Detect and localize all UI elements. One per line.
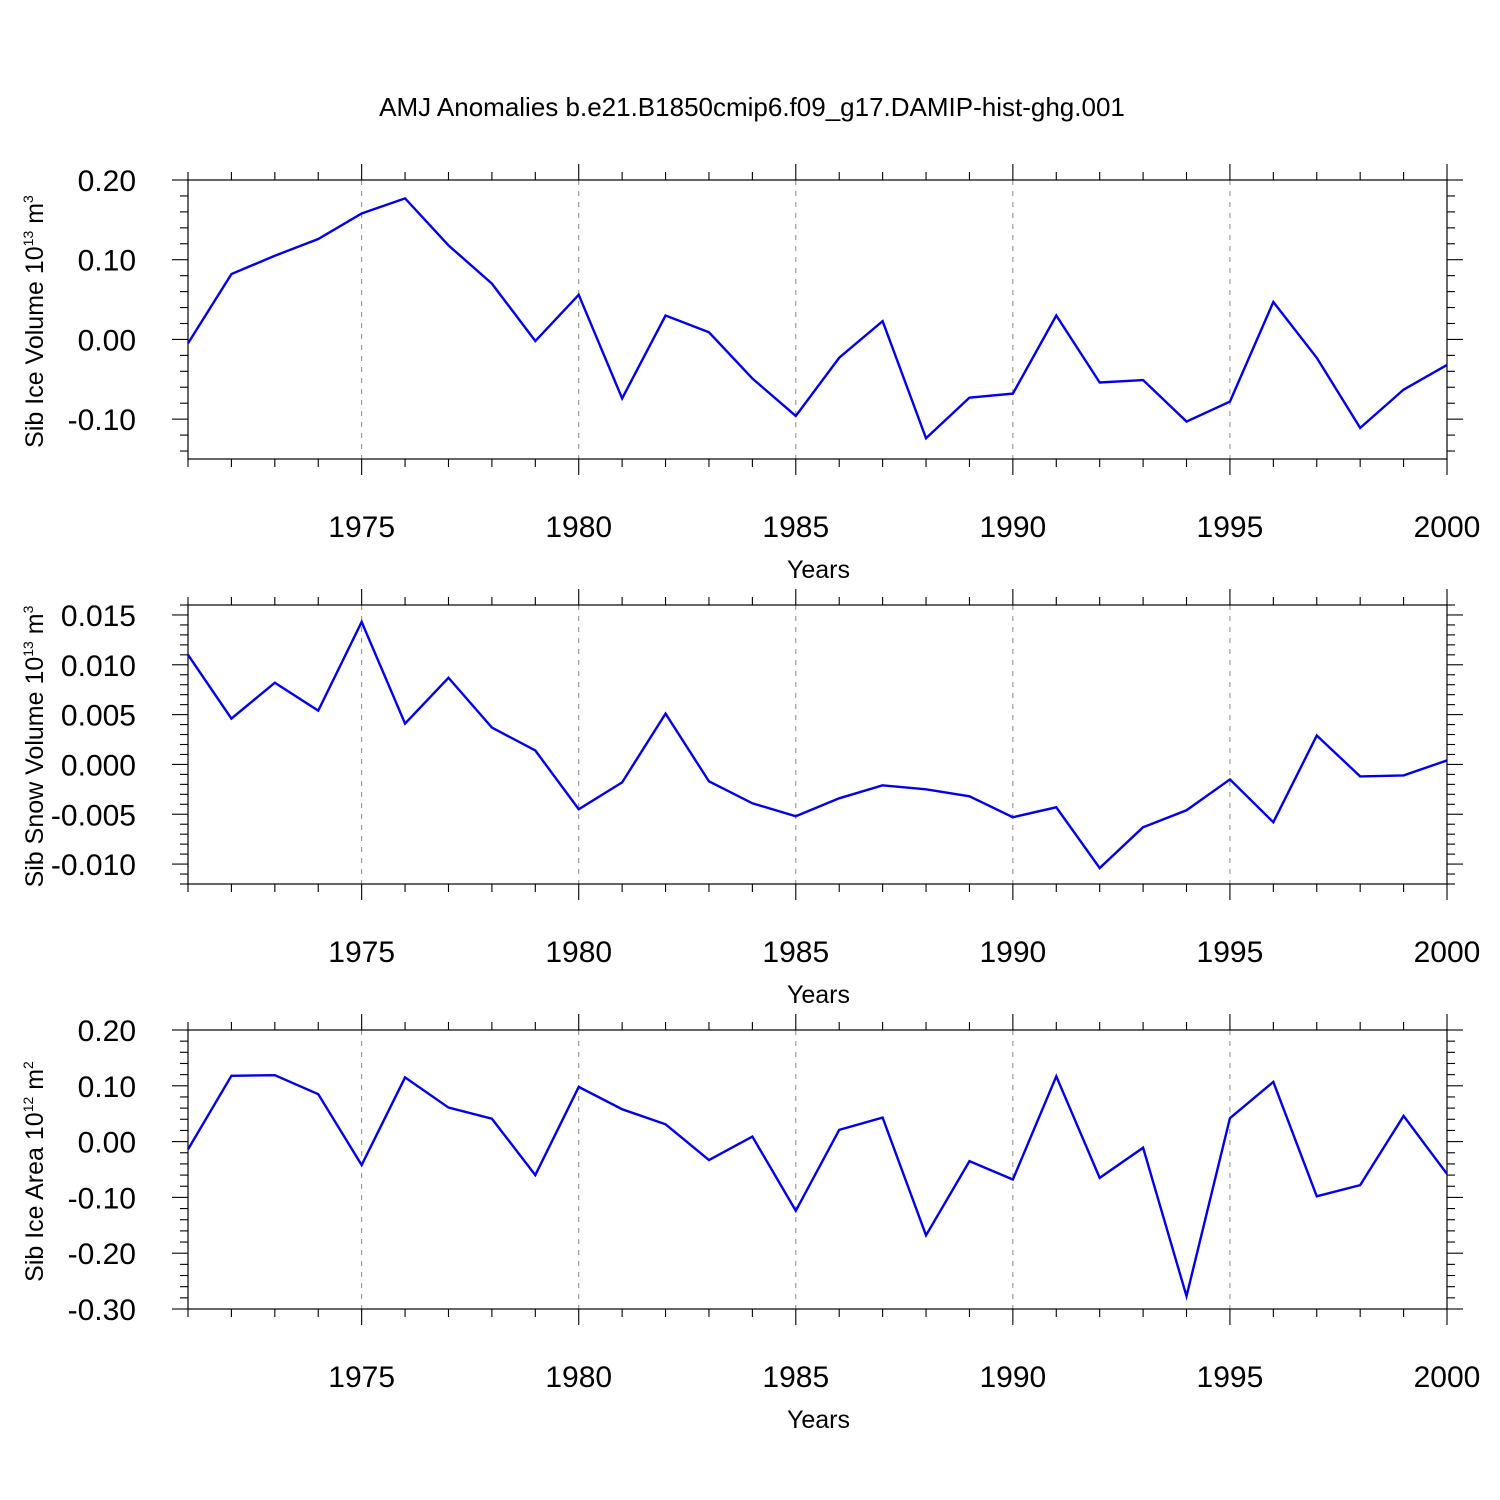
x-tick-label: 1985: [762, 511, 829, 544]
y-axis-label-unit-exponent: 3: [20, 195, 36, 203]
y-axis-label-main: Sib Ice Volume 10: [21, 246, 49, 448]
y-tick-label: 0.000: [61, 749, 136, 782]
x-tick-label: 1975: [328, 511, 395, 544]
y-axis-label-unit: m: [21, 203, 49, 231]
y-tick-label: 0.10: [78, 1071, 136, 1104]
x-tick-label: 1980: [545, 936, 612, 969]
y-tick-label: 0.005: [61, 700, 136, 733]
x-axis-label: Years: [787, 1406, 850, 1434]
y-tick-label: 0.20: [78, 1015, 136, 1048]
y-tick-label: -0.20: [68, 1238, 136, 1271]
y-tick-label: 0.00: [78, 1127, 136, 1160]
y-axis-label-unit: m: [21, 613, 49, 641]
plot-frame: [187, 1029, 1448, 1310]
panel-ice-volume: 1975 1980 1985 1990 1995 2000 Years -0.10 0.00 0.…: [20, 164, 1480, 584]
x-tick-label: 2000: [1414, 1361, 1481, 1394]
x-tick-label: 1980: [545, 1361, 612, 1394]
x-tick-label: 1990: [979, 511, 1046, 544]
x-tick-label: 1985: [762, 1361, 829, 1394]
y-axis-label: Sib Ice Volume 1013 m3: [20, 195, 49, 448]
chart-title: AMJ Anomalies b.e21.B1850cmip6.f09_g17.D…: [379, 92, 1125, 122]
y-axis-label-exponent: 12: [20, 1097, 36, 1113]
x-tick-label: 1975: [328, 1361, 395, 1394]
x-axis-label: Years: [787, 556, 850, 584]
series-line-ice-volume: [186, 196, 1448, 441]
x-tick-label: 2000: [1414, 511, 1481, 544]
series-line-snow-volume: [187, 619, 1448, 870]
panels-group: 1975 1980 1985 1990 1995 2000 Years -0.10 0.00 0.…: [20, 164, 1480, 1434]
y-tick-label: -0.10: [68, 1182, 136, 1215]
x-tick-label: 1995: [1197, 511, 1264, 544]
y-axis-label-unit: m: [21, 1069, 49, 1097]
plot-frame: [187, 179, 1448, 460]
plot-frame: [187, 604, 1448, 885]
y-tick-label: -0.30: [68, 1294, 136, 1327]
y-tick-label: -0.10: [68, 404, 136, 437]
x-axis-label: Years: [787, 981, 850, 1009]
series-line-ice-area: [186, 1073, 1448, 1301]
y-axis-label: Sib Snow Volume 1013 m3: [20, 605, 49, 887]
y-axis-label-exponent: 13: [20, 231, 36, 247]
y-tick-label: 0.10: [78, 245, 136, 278]
y-axis-label-exponent: 13: [20, 641, 36, 657]
y-axis-label-main: Sib Snow Volume 10: [21, 657, 49, 888]
panel-ice-area: 1975 1980 1985 1990 1995 2000 Years -0.30 -0.20 -…: [20, 1014, 1480, 1434]
x-tick-label: 1995: [1197, 936, 1264, 969]
panel-snow-volume: 1975 1980 1985 1990 1995 2000 Years -0.010 -0.00…: [20, 589, 1480, 1009]
y-axis-label: Sib Ice Area 1012 m2: [20, 1061, 49, 1282]
x-tick-label: 2000: [1414, 936, 1481, 969]
y-tick-label: -0.010: [51, 849, 136, 882]
x-tick-label: 1995: [1197, 1361, 1264, 1394]
y-tick-label: 0.20: [78, 165, 136, 198]
x-tick-label: 1985: [762, 936, 829, 969]
y-axis-label-main: Sib Ice Area 10: [21, 1112, 49, 1282]
y-axis-label-unit-exponent: 3: [20, 605, 36, 613]
y-axis-label-unit-exponent: 2: [20, 1061, 36, 1069]
y-tick-label: 0.015: [61, 600, 136, 633]
y-tick-label: -0.005: [51, 799, 136, 832]
x-tick-label: 1990: [979, 1361, 1046, 1394]
y-tick-label: 0.00: [78, 324, 136, 357]
x-tick-label: 1980: [545, 511, 612, 544]
x-tick-label: 1975: [328, 936, 395, 969]
x-tick-label: 1990: [979, 936, 1046, 969]
y-tick-label: 0.010: [61, 650, 136, 683]
